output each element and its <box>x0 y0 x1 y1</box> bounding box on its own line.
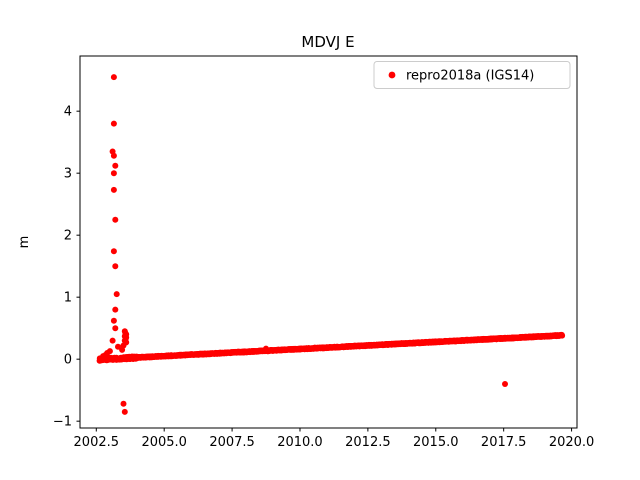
y-tick-label: 4 <box>64 105 72 120</box>
outlier-point <box>110 170 117 177</box>
legend-entry-label: repro2018a (IGS14) <box>406 69 534 84</box>
data-points-layer <box>96 74 566 415</box>
x-tick-label: 2007.5 <box>209 435 255 450</box>
outlier-point <box>110 152 117 159</box>
chart-title: MDVJ E <box>301 33 354 51</box>
axes-spines <box>79 55 578 429</box>
outlier-point <box>110 186 117 193</box>
y-tick-label: −1 <box>53 415 72 430</box>
outlier-point <box>112 306 119 313</box>
outlier-point <box>119 346 126 353</box>
x-tick-label: 2005.0 <box>141 435 187 450</box>
x-tick-label: 2017.5 <box>481 435 527 450</box>
outlier-point <box>110 248 117 255</box>
outlier-point <box>120 400 127 407</box>
x-tick-label: 2010.0 <box>277 435 323 450</box>
x-tick-label: 2002.5 <box>74 435 120 450</box>
trend-point <box>559 332 566 339</box>
x-tick-label: 2015.0 <box>413 435 459 450</box>
legend: repro2018a (IGS14) <box>373 61 571 89</box>
legend-box <box>373 61 571 89</box>
y-tick-label: 1 <box>64 291 72 306</box>
legend-marker-dot <box>388 71 396 79</box>
outlier-point <box>110 317 117 324</box>
y-tick-label: 2 <box>64 229 72 244</box>
outlier-point <box>112 162 119 169</box>
outlier-point <box>106 348 113 355</box>
outlier-point <box>112 216 119 223</box>
y-tick-label: 3 <box>64 167 72 182</box>
outlier-point <box>121 408 128 415</box>
outlier-point <box>109 337 116 344</box>
outlier-point <box>112 325 119 332</box>
outlier-point <box>263 345 269 352</box>
x-tick-label: 2012.5 <box>345 435 391 450</box>
axes-layer: 2002.5 2005.0 2007.5 2010.0 2012.5 2015.0 2017… <box>53 105 594 450</box>
outlier-point <box>502 381 508 387</box>
outlier-point <box>112 263 119 270</box>
x-tick-label: 2020.0 <box>549 435 595 450</box>
outlier-point <box>110 120 117 127</box>
outlier-point <box>110 74 117 81</box>
y-axis-label: m <box>17 236 32 249</box>
y-tick-label: 0 <box>64 353 72 368</box>
outlier-point <box>115 343 121 350</box>
outlier-point <box>113 291 120 298</box>
